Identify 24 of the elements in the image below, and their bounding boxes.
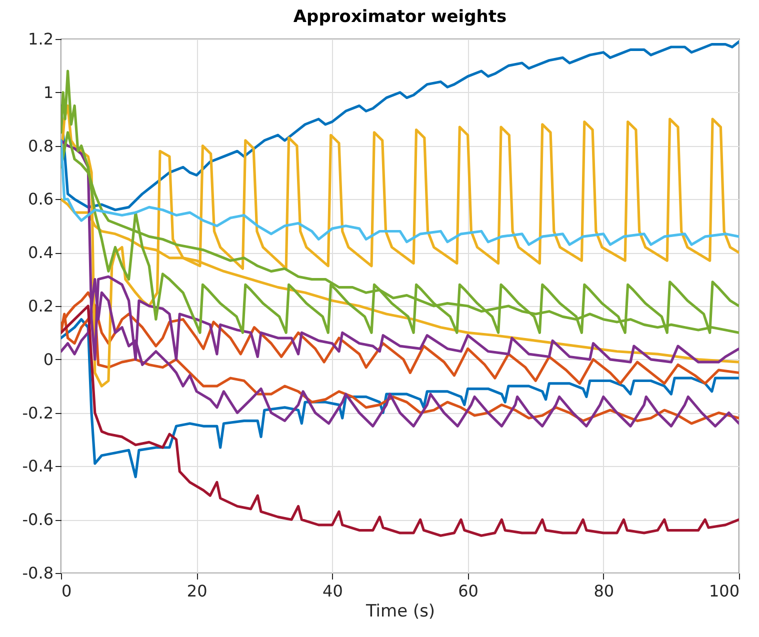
line-series <box>61 304 739 537</box>
y-tick-label: 0.6 <box>28 190 54 209</box>
y-tick-label: 0.4 <box>28 243 54 262</box>
line-series <box>61 139 739 246</box>
x-axis-title: Time (s) <box>364 602 436 622</box>
y-tick-label: 1 <box>43 82 54 102</box>
line-series <box>61 70 739 334</box>
line-series <box>61 318 739 478</box>
line-series <box>61 104 739 388</box>
x-tick-label: 0 <box>62 582 72 600</box>
y-tick-label: -0.8 <box>22 564 54 582</box>
x-tick-label: 40 <box>322 582 343 600</box>
x-tick-label: 100 <box>708 582 740 600</box>
y-tick-label: 0 <box>43 350 54 369</box>
x-tick-label: 80 <box>594 582 614 600</box>
y-tick-label: 0.8 <box>28 136 54 156</box>
y-tick-label: -0.2 <box>22 403 54 422</box>
x-tick-label: 60 <box>458 582 478 600</box>
y-tick-label: -0.4 <box>22 456 54 476</box>
chart-title: Approximator weights <box>293 7 507 27</box>
y-tick-label: 1.2 <box>28 30 54 48</box>
y-tick-label: -0.6 <box>22 510 54 530</box>
y-tick-label: 0.2 <box>28 296 54 316</box>
x-tick-label: 20 <box>186 582 208 600</box>
